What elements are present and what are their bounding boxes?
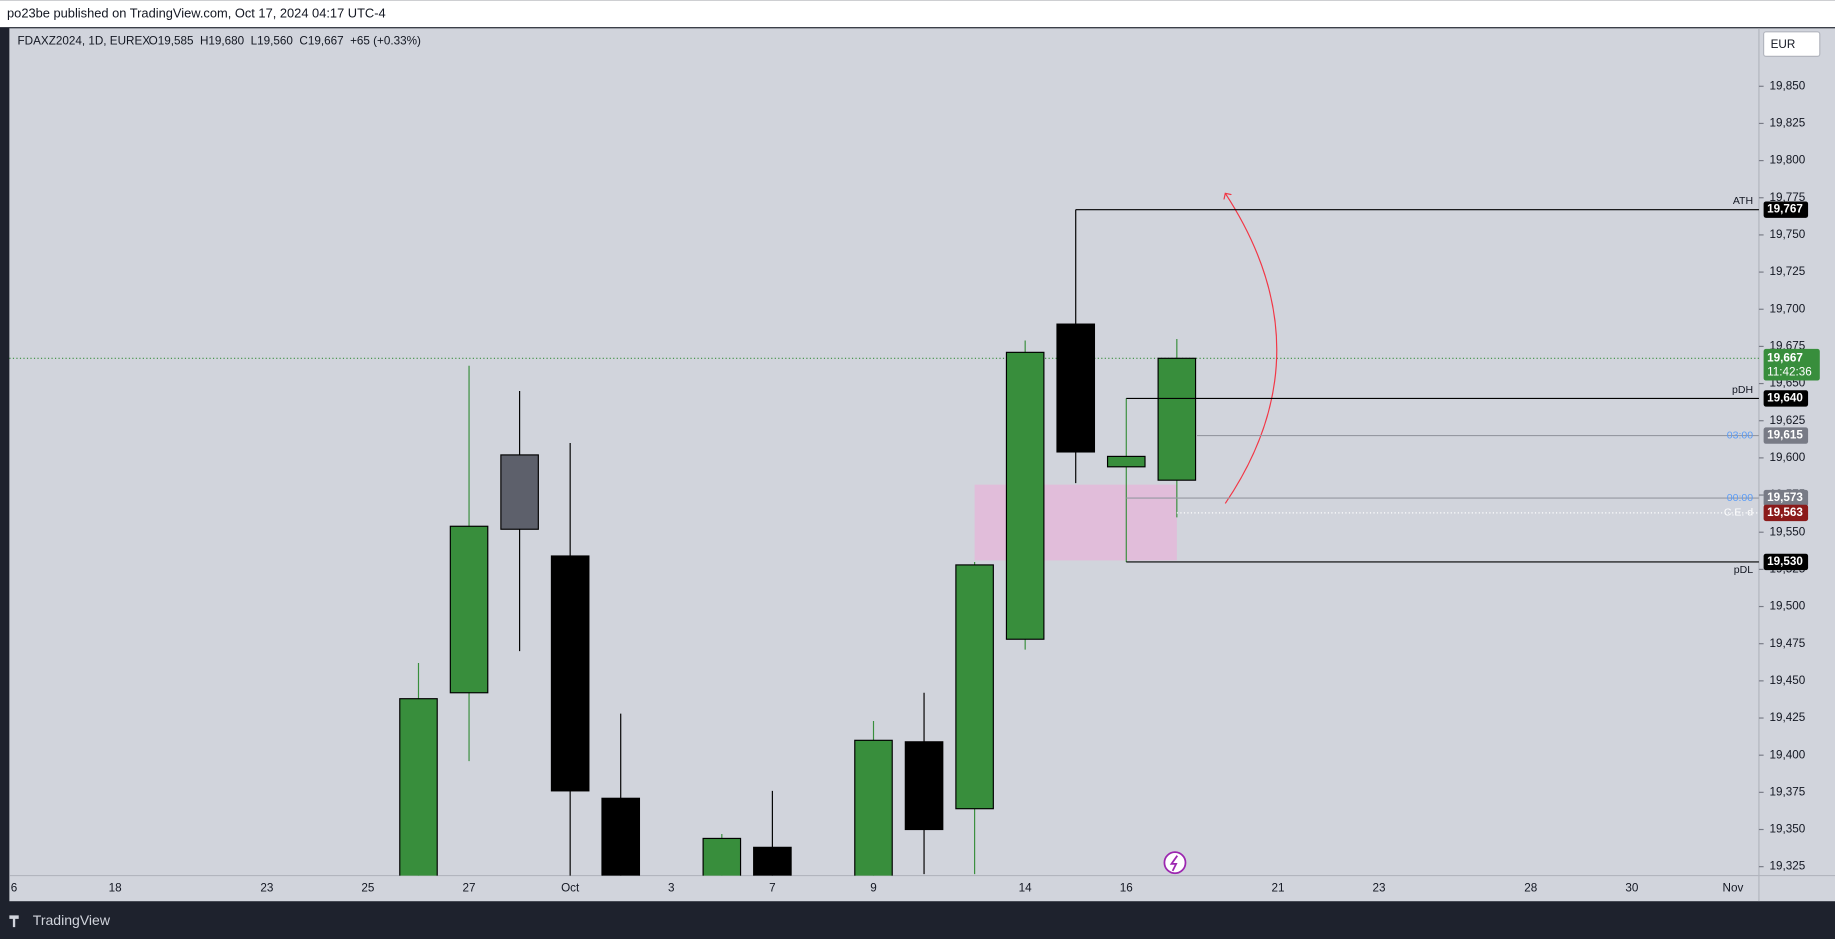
candle-body: [904, 741, 944, 831]
currency[interactable]: EUR: [1771, 38, 1796, 51]
y-tick-label: 19,800: [1769, 154, 1805, 167]
event-icon[interactable]: [1163, 851, 1187, 875]
candle-body: [854, 739, 893, 876]
y-tick-label: 19,325: [1769, 860, 1805, 873]
candle-body: [1056, 323, 1096, 453]
x-tick-label: 16: [1120, 882, 1133, 895]
y-tick-label: 19,425: [1769, 711, 1805, 724]
last-price-box: [1763, 348, 1820, 381]
level-price-label: 19,615: [1767, 429, 1803, 442]
y-tick-label: 19,550: [1769, 525, 1805, 538]
last-price-label: 19,667: [1767, 351, 1803, 364]
y-tick-label: 19,725: [1769, 265, 1805, 278]
publish-info: po23be published on TradingView.com, Oct…: [7, 6, 386, 21]
candle-body: [500, 454, 539, 530]
candle-body: [1106, 455, 1146, 468]
y-tick-label: 19,750: [1769, 228, 1805, 241]
level-name: 03:00: [1727, 429, 1753, 441]
x-tick-label: 3: [668, 882, 675, 895]
x-tick-label: 23: [1373, 882, 1386, 895]
level-price-box: [1763, 427, 1809, 444]
candle-body: [449, 525, 489, 694]
level-price-label: 19,640: [1767, 392, 1803, 405]
candle-body: [399, 698, 438, 876]
arrow: [1225, 193, 1278, 504]
level-price-box: [1763, 489, 1809, 507]
candle-body: [1005, 351, 1045, 640]
event-icon-bolt: [1169, 855, 1179, 872]
x-tick-label: Oct: [561, 882, 580, 895]
zone: [974, 484, 1177, 561]
y-tick-label: 19,475: [1769, 637, 1805, 650]
level-price-label: 19,573: [1767, 491, 1803, 504]
x-tick-label: 25: [361, 882, 375, 895]
level-name: pDH: [1732, 384, 1753, 396]
level-price-box: [1763, 553, 1809, 571]
candle-body: [753, 846, 792, 876]
x-tick-label: 14: [1019, 882, 1033, 895]
x-tick-label: 30: [1625, 882, 1638, 895]
countdown: 11:42:36: [1767, 365, 1812, 378]
level-price-label: 19,530: [1767, 555, 1803, 568]
y-tick-label: 19,600: [1769, 451, 1805, 464]
y-tick-label: 19,400: [1769, 748, 1805, 761]
candle-body: [955, 564, 994, 810]
y-tick-label: 19,450: [1769, 674, 1805, 687]
candle-body: [601, 797, 641, 876]
x-tick-label: 23: [260, 882, 273, 895]
level-price-label: 19,563: [1767, 506, 1803, 519]
y-tick-label: 19,825: [1769, 117, 1805, 130]
y-tick-label: 19,700: [1769, 302, 1805, 315]
x-tick-label: 27: [463, 882, 476, 895]
plot: [9, 209, 1759, 876]
level-price-box: [1763, 201, 1809, 218]
level-name: C.E. d: [1724, 507, 1753, 519]
x-tick-label: 18: [109, 882, 122, 895]
currency-button[interactable]: [1763, 31, 1821, 57]
y-tick-label: 19,375: [1769, 785, 1805, 798]
top-bar: [0, 0, 1835, 28]
level-name: pDL: [1734, 564, 1753, 576]
ohlc: O19,585 H19,680 L19,560 C19,667 +65 (+0.…: [149, 34, 421, 47]
y-tick-label: 19,350: [1769, 823, 1805, 836]
level-name: ATH: [1733, 195, 1753, 207]
y-tick-label: 19,775: [1769, 191, 1805, 204]
x-tick-label: Nov: [1723, 882, 1744, 895]
brand: TradingView: [33, 912, 111, 928]
candle-body: [1157, 357, 1197, 481]
y-tick-label: 19,625: [1769, 414, 1805, 427]
y-tick-label: 19,850: [1769, 79, 1805, 92]
level-price-box: [1763, 390, 1809, 407]
brand-logo: [9, 915, 19, 928]
y-tick-label: 19,500: [1769, 600, 1805, 613]
x-tick-label: 6: [11, 882, 18, 895]
candle-body: [702, 837, 742, 876]
level-price-box: [1763, 504, 1809, 522]
symbol: FDAXZ2024, 1D, EUREX: [18, 34, 151, 47]
x-tick-label: 28: [1524, 882, 1537, 895]
candle-body: [550, 555, 590, 792]
level-name: 00:00: [1727, 492, 1753, 504]
x-tick-label: 9: [870, 882, 877, 895]
x-tick-label: 7: [769, 882, 776, 895]
level-price-label: 19,767: [1767, 203, 1803, 216]
x-tick-label: 21: [1271, 882, 1284, 895]
footer: [0, 901, 1835, 939]
